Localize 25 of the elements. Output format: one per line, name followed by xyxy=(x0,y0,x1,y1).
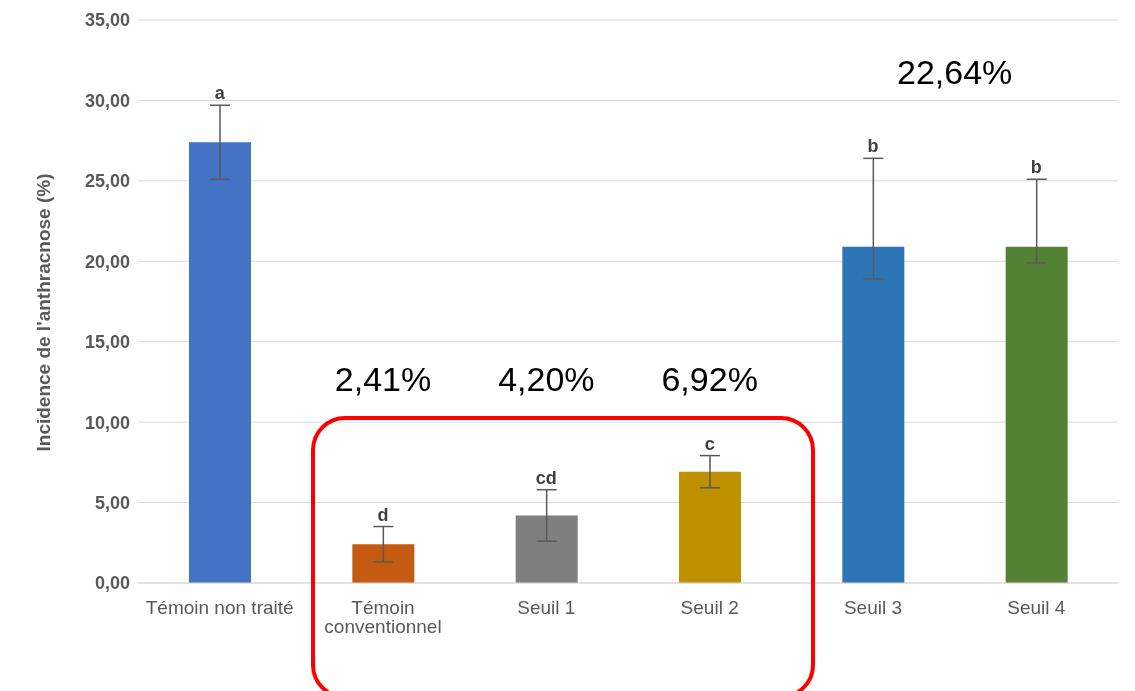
x-tick-label: Seuil 3 xyxy=(843,597,903,619)
x-tick-label: Témoin conventionnel xyxy=(324,597,442,638)
y-axis-title: Incidence de l'anthracnose (%) xyxy=(32,173,54,452)
annotation: b xyxy=(867,136,879,157)
annotation: c xyxy=(704,433,715,454)
y-tick-label: 25,00 xyxy=(84,171,130,192)
y-tick-label: 30,00 xyxy=(84,90,130,111)
annotation: a xyxy=(214,83,226,104)
annotation: 2,41% xyxy=(334,360,432,399)
annotation: 6,92% xyxy=(661,360,758,399)
x-tick-label: Témoin non traité xyxy=(145,597,294,619)
y-tick-label: 0,00 xyxy=(94,573,130,594)
x-tick-label: Seuil 1 xyxy=(517,597,576,619)
y-tick-label: 5,00 xyxy=(94,492,130,513)
annotation: b xyxy=(1030,157,1042,178)
annotation: 4,20% xyxy=(498,360,595,399)
x-tick-label: Seuil 2 xyxy=(680,597,739,619)
x-tick-label: Seuil 4 xyxy=(1007,597,1066,619)
y-tick-label: 35,00 xyxy=(84,10,130,31)
annotation: d xyxy=(377,504,389,525)
y-tick-label: 15,00 xyxy=(84,332,130,353)
annotation: cd xyxy=(535,467,557,488)
y-tick-label: 10,00 xyxy=(84,412,130,433)
y-tick-label: 20,00 xyxy=(84,251,130,272)
annotation: 22,64% xyxy=(896,53,1013,92)
